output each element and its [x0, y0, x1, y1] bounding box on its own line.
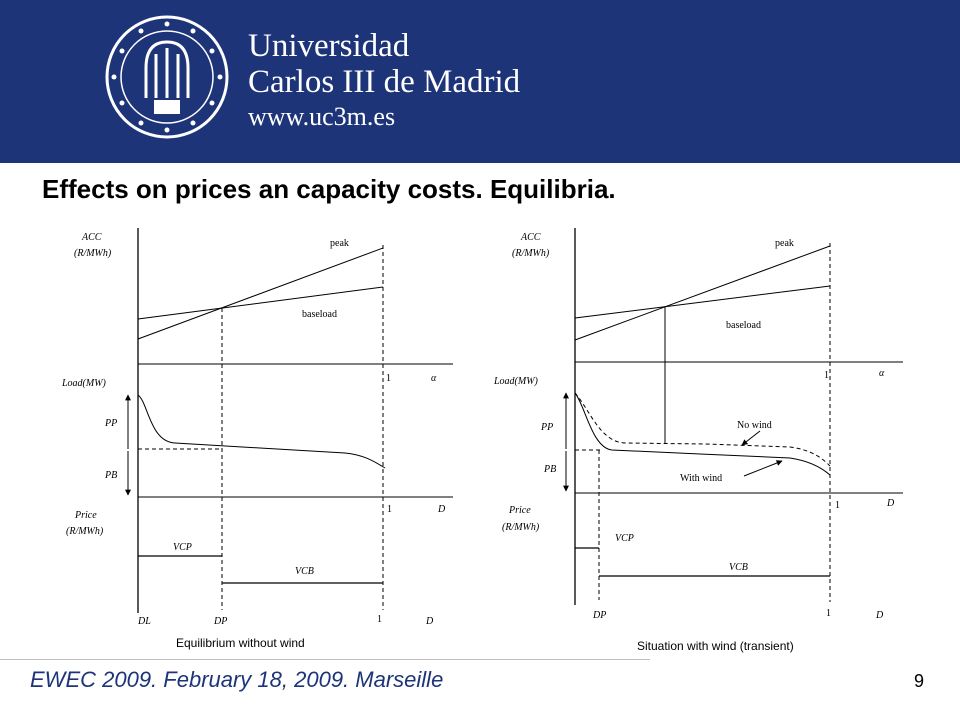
right-pp-label: PP [540, 422, 553, 433]
right-vcb-label: VCB [729, 562, 748, 573]
right-diagram-labels: ACC (R/MWh) peak baseload 1 α Load(MW) P… [493, 232, 895, 653]
right-no-wind-label: No wind [737, 420, 772, 431]
right-one-top: 1 [824, 370, 829, 381]
right-with-wind-curve [574, 392, 831, 476]
slide-title: Effects on prices an capacity costs. Equ… [42, 174, 616, 204]
right-acc-label: ACC [520, 232, 541, 243]
right-price-unit: (R/MWh) [502, 522, 540, 533]
university-website[interactable]: www.uc3m.es [248, 102, 396, 131]
left-peak-label: peak [330, 238, 349, 249]
left-d-bottom: D [425, 616, 434, 627]
right-no-wind-pointer [741, 430, 761, 446]
university-name-line2: Carlos III de Madrid [248, 64, 521, 100]
left-vcb-label: VCB [295, 566, 314, 577]
right-price-label: Price [508, 505, 531, 516]
left-one-bottom: 1 [377, 614, 382, 625]
left-baseload-line [137, 286, 384, 320]
footer-divider [0, 659, 650, 660]
right-with-wind-pointer [743, 460, 783, 477]
left-baseload-label: baseload [302, 309, 337, 320]
left-one-mid: 1 [387, 504, 392, 515]
left-peak-line [137, 247, 384, 340]
footer-event-text: EWEC 2009. February 18, 2009. Marseille [30, 667, 444, 692]
left-load-label: Load(MW) [61, 378, 107, 389]
university-seal-logo [105, 15, 229, 139]
right-one-bottom: 1 [826, 608, 831, 619]
left-diagram-panel [125, 228, 453, 613]
left-price-label: Price [74, 510, 97, 521]
left-acc-label: ACC [81, 232, 102, 243]
left-d-mid: D [437, 504, 446, 515]
right-diagram-panel [563, 228, 903, 605]
left-price-unit: (R/MWh) [66, 526, 104, 537]
left-diagram-labels: ACC (R/MWh) peak baseload 1 α Load(MW) P… [61, 232, 446, 650]
page-number: 9 [914, 671, 925, 691]
right-baseload-line [574, 285, 831, 319]
right-caption: Situation with wind (transient) [637, 639, 794, 653]
header-banner: Universidad Carlos III de Madrid www.uc3… [0, 0, 960, 163]
right-d-mid: D [886, 498, 895, 509]
right-acc-unit: (R/MWh) [512, 248, 550, 259]
right-peak-line [574, 245, 831, 341]
equilibria-diagrams: ACC (R/MWh) peak baseload 1 α Load(MW) P… [61, 228, 903, 653]
left-pp-label: PP [104, 418, 117, 429]
left-dp-label: DP [213, 616, 227, 627]
left-pb-label: PB [104, 470, 117, 481]
left-acc-unit: (R/MWh) [74, 248, 112, 259]
university-name-line1: Universidad [248, 28, 410, 64]
right-alpha-label: α [879, 368, 885, 379]
left-load-duration-curve [137, 394, 386, 469]
right-peak-label: peak [775, 238, 794, 249]
right-d-bottom: D [875, 610, 884, 621]
right-no-wind-curve [574, 392, 831, 467]
right-with-wind-label: With wind [680, 473, 722, 484]
right-vcp-label: VCP [615, 533, 634, 544]
left-vcp-label: VCP [173, 542, 192, 553]
right-baseload-label: baseload [726, 320, 761, 331]
left-one-top: 1 [386, 373, 391, 384]
left-alpha-label: α [431, 373, 437, 384]
left-dl-label: DL [137, 616, 151, 627]
right-load-label: Load(MW) [493, 376, 539, 387]
right-one-mid: 1 [835, 500, 840, 511]
left-caption: Equilibrium without wind [176, 636, 305, 650]
right-pb-label: PB [543, 464, 556, 475]
right-dp-label: DP [592, 610, 606, 621]
